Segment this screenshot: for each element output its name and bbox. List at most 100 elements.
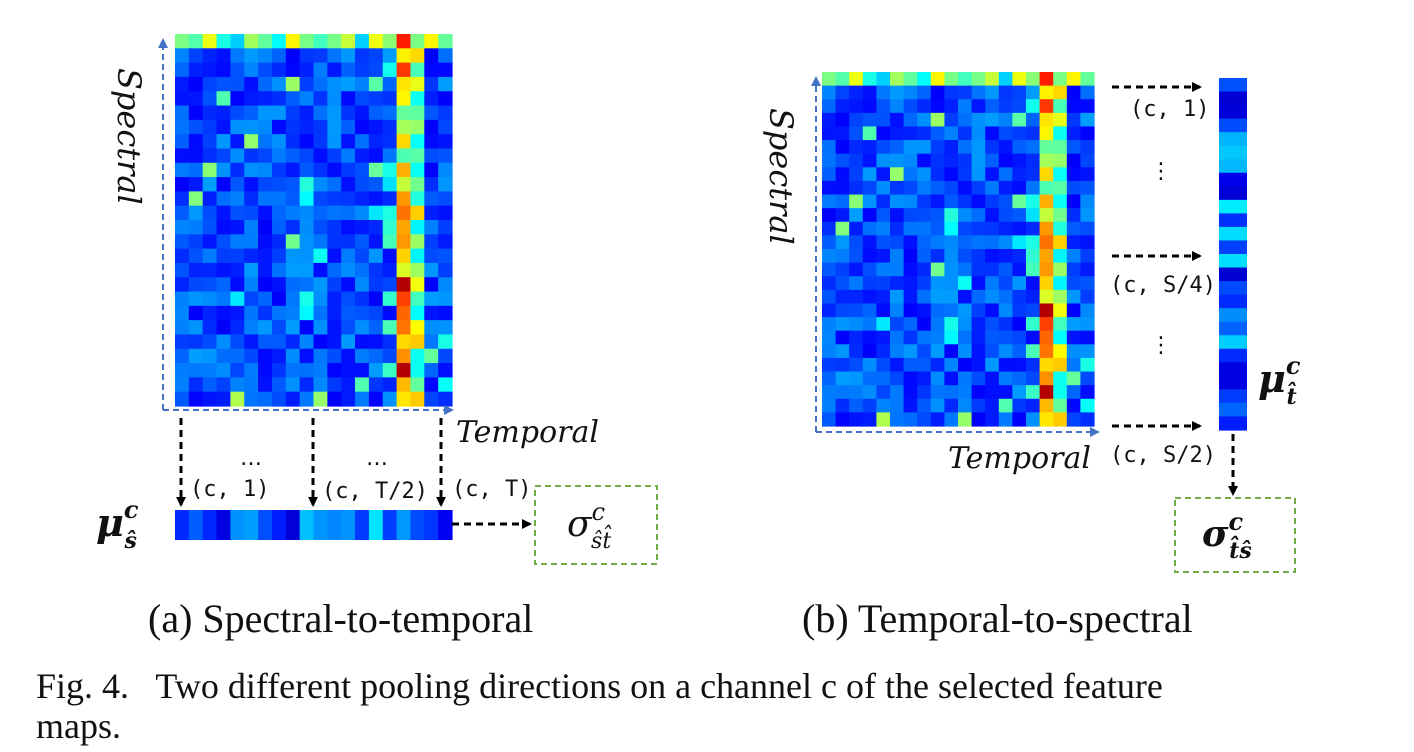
heatmap-a-cell [188,48,204,64]
heatmap-b-cell [930,385,945,400]
mu-vector-b-cell [1219,402,1247,418]
mu-vector-b-cell [1219,348,1247,363]
heatmap-b-cell [890,208,905,223]
heatmap-b-cell [835,167,850,182]
heatmap-b-cell [822,112,837,128]
mu-symbol-a: μc ŝ [96,495,139,554]
heatmap-b-cell [835,208,850,223]
heatmap-b-cell [985,221,1000,236]
heatmap-a-cell [175,334,190,350]
heatmap-a-cell [313,248,328,264]
heatmap-a-cell [368,34,384,49]
heatmap-a-cell [188,91,204,107]
mu-vector-b-cell [1219,281,1247,296]
heatmap-a-cell [313,348,328,364]
heatmap-b-cell [1012,276,1027,291]
mu-vector-a-cell [382,510,398,540]
heatmap-b-cell [1026,72,1041,87]
heatmap-a-cell [382,334,398,350]
heatmap-b-cell [876,85,891,100]
heatmap-b-cell [958,180,973,196]
heatmap-b-cell [835,385,850,400]
heatmap-b-cell [1053,167,1068,182]
heatmap-b-cell [1080,262,1095,277]
heatmap-b-cell [1026,112,1041,128]
heatmap-a-cell [424,34,439,49]
heatmap-a-cell [313,148,328,164]
heatmap-a-cell [175,62,190,78]
heatmap-b-cell [1026,344,1041,359]
heatmap-a-cell [285,162,301,178]
heatmap-b-cell [1066,330,1081,345]
heatmap-a-cell [188,76,204,92]
heatmap-b-cell [1026,357,1041,373]
heatmap-a-cell [285,91,301,107]
heatmap-a-cell [396,177,412,192]
heatmap-a-cell [396,277,412,293]
heatmap-b-cell [998,344,1013,359]
mu-vector-b-cell [1219,105,1247,120]
heatmap-b-cell [998,317,1013,332]
heatmap-b-cell [958,167,973,182]
heatmap-b-cell [958,153,973,168]
heatmap-a-cell [438,348,453,364]
heatmap-b-cell [903,412,918,427]
heatmap-b-cell [930,289,945,305]
heatmap-a-cell [244,34,259,49]
heatmap-b-cell [1026,126,1041,141]
heatmap-b-cell [1039,72,1054,87]
heatmap-b-cell [822,276,837,291]
heatmap-a-cell [368,76,384,92]
heatmap-a-cell [258,91,273,107]
heatmap-b-cell [903,221,918,236]
heatmap-b-cell [890,126,905,141]
heatmap-b-cell [835,276,850,291]
heatmap-a-cell [341,334,356,350]
heatmap-b-cell [1053,85,1068,100]
heatmap-b-cell [985,398,1000,413]
heatmap-b-cell [958,194,973,209]
heatmap-a-cell [216,148,231,164]
heatmap-b-cell [1066,112,1081,128]
heatmap-b-cell [958,317,973,332]
heatmap-a-cell [299,220,315,235]
heatmap-a-cell [216,363,231,378]
heatmap-a-cell [271,34,287,49]
heatmap-a-cell [175,305,190,321]
heatmap-a-cell [313,234,328,250]
heatmap-a-cell [299,248,315,264]
heatmap-b-cell [1066,235,1081,250]
heatmap-a-cell [202,377,218,393]
heatmap-a-cell [410,220,425,235]
heatmap-a-cell [313,291,328,307]
heatmap-b-cell [1053,357,1068,373]
heatmap-a-cell [230,62,245,78]
mu-vector-b-cell [1219,240,1247,255]
heatmap-a-cell [327,191,342,207]
heatmap-a-cell [341,391,356,407]
heatmap-b-cell [917,167,932,182]
heatmap-a-cell [216,377,231,393]
heatmap-b-cell [985,72,1000,87]
heatmap-a-cell [368,119,384,135]
heatmap-b-cell [862,371,877,386]
heatmap-b-cell [835,249,850,264]
heatmap-a-cell [188,34,204,49]
heatmap-b-cell [985,385,1000,400]
heatmap-b-cell [1066,194,1081,209]
mu-vector-a-cell [396,510,412,540]
heatmap-a-cell [258,334,273,350]
heatmap-a-cell [202,391,218,407]
heatmap-a-cell [202,105,218,121]
heatmap-b-cell [822,167,837,182]
heatmap-a-cell [341,205,356,221]
heatmap-a-cell [382,248,398,264]
heatmap-a-cell [382,262,398,278]
heatmap-a-cell [327,391,342,407]
heatmap-a-cell [313,377,328,393]
heatmap-a-cell [285,205,301,221]
mu-vector-b-cell [1219,294,1247,309]
heatmap-b-cell [862,262,877,277]
heatmap-a-cell [230,148,245,164]
heatmap-b-cell [930,194,945,209]
